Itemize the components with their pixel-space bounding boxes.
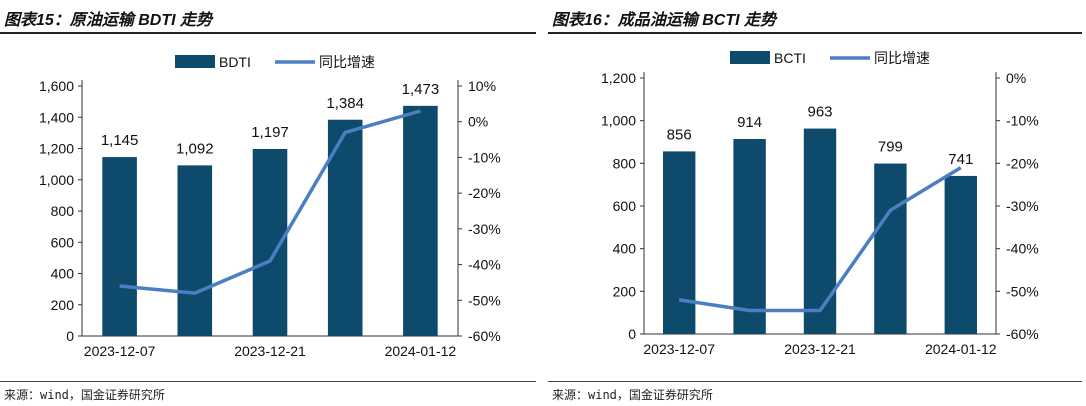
bar-data-label: 799 [878,139,903,156]
bar-data-label: 856 [667,126,692,143]
bar [733,139,766,334]
yoy-growth-line [119,109,421,295]
bar-data-label: 1,384 [326,95,364,112]
y-right-tick-label: -10% [468,149,501,165]
bar [403,105,438,336]
bar [663,151,696,334]
y-left-tick-label: 1,000 [601,113,636,129]
chart-panel-bcti: 图表16：成品油运输 BCTI 走势 BCTI 同比增速 0 200 400 600 800… [548,0,1086,406]
bar [177,165,213,336]
y-left-tick-label: 1,000 [39,172,74,188]
bar-data-label: 963 [807,104,832,121]
bdti-chart: BDTI 同比增速 0 200 400 600 800 1,000 1,200 1,400 1,60… [39,54,501,359]
y-left-tick-label: 0 [628,326,636,342]
y-right-tick-label: 0% [1006,70,1026,86]
x-tick-label: 2023-12-21 [784,341,856,357]
y-left-tick-label: 600 [51,234,75,250]
bar-data-label: 914 [737,114,762,131]
bar [803,128,837,334]
y-left-tick-label: 1,600 [39,78,74,94]
legend-line-label: 同比增速 [874,50,930,66]
source-divider [548,381,1082,382]
x-tick-label: 2023-12-07 [84,343,156,359]
y-right-tick-label: -60% [468,328,501,344]
yoy-growth-line [678,166,962,313]
y-right-tick-label: 0% [468,114,488,130]
y-left-tick-label: 200 [613,283,637,299]
y-right-tick-label: -60% [1006,326,1039,342]
legend-bar-label: BDTI [219,54,251,70]
y-right-tick-label: -10% [1006,113,1039,129]
x-tick-label: 2024-01-12 [925,341,997,357]
bar [944,175,977,334]
chart-panel-bdti: 图表15：原油运输 BDTI 走势 BDTI 同比增速 0 200 400 600 800 1… [0,0,540,406]
y-left-tick-label: 200 [51,297,75,313]
bar-data-label: 741 [948,151,973,168]
y-right-tick-label: -20% [1006,155,1039,171]
y-left-tick-label: 1,400 [39,109,74,125]
bar [874,163,907,334]
y-left-tick-label: 0 [66,328,74,344]
y-left-tick-label: 800 [613,155,637,171]
y-left-tick-label: 400 [613,241,637,257]
bar-data-label: 1,473 [402,81,440,98]
chart-title: 图表15：原油运输 BDTI 走势 [4,12,213,29]
x-tick-label: 2023-12-21 [234,343,306,359]
legend-bar-swatch [730,51,770,64]
bar-data-label: 1,145 [101,132,139,149]
y-left-tick-label: 600 [613,198,637,214]
bar [102,157,137,336]
legend-line-label: 同比增速 [319,54,375,70]
source-note: 来源：wind，国金证券研究所 [552,388,713,402]
bar [327,119,363,336]
legend-bar-label: BCTI [774,50,806,66]
y-right-tick-label: -50% [1006,283,1039,299]
y-right-tick-label: -40% [468,257,501,273]
bar-data-label: 1,092 [176,140,214,157]
y-left-tick-label: 1,200 [39,141,74,157]
bar-data-label: 1,197 [251,124,289,141]
x-tick-label: 2023-12-07 [643,341,715,357]
source-divider [0,381,536,382]
y-right-tick-label: 10% [468,78,496,94]
x-tick-label: 2024-01-12 [385,343,457,359]
y-left-tick-label: 800 [51,203,75,219]
title-divider [548,32,1082,34]
legend-bar-swatch [175,55,215,68]
source-note: 来源：wind，国金证券研究所 [4,388,165,402]
y-right-tick-label: -50% [468,292,501,308]
y-left-tick-label: 400 [51,266,75,282]
y-right-tick-label: -30% [1006,198,1039,214]
y-left-tick-label: 1,200 [601,70,636,86]
y-right-tick-label: -20% [468,185,501,201]
bcti-chart: BCTI 同比增速 0 200 400 600 800 1,000 1,200 -60% -50% -… [601,50,1039,357]
title-divider [0,32,536,34]
y-right-tick-label: -40% [1006,241,1039,257]
chart-title: 图表16：成品油运输 BCTI 走势 [552,12,777,29]
y-right-tick-label: -30% [468,221,501,237]
